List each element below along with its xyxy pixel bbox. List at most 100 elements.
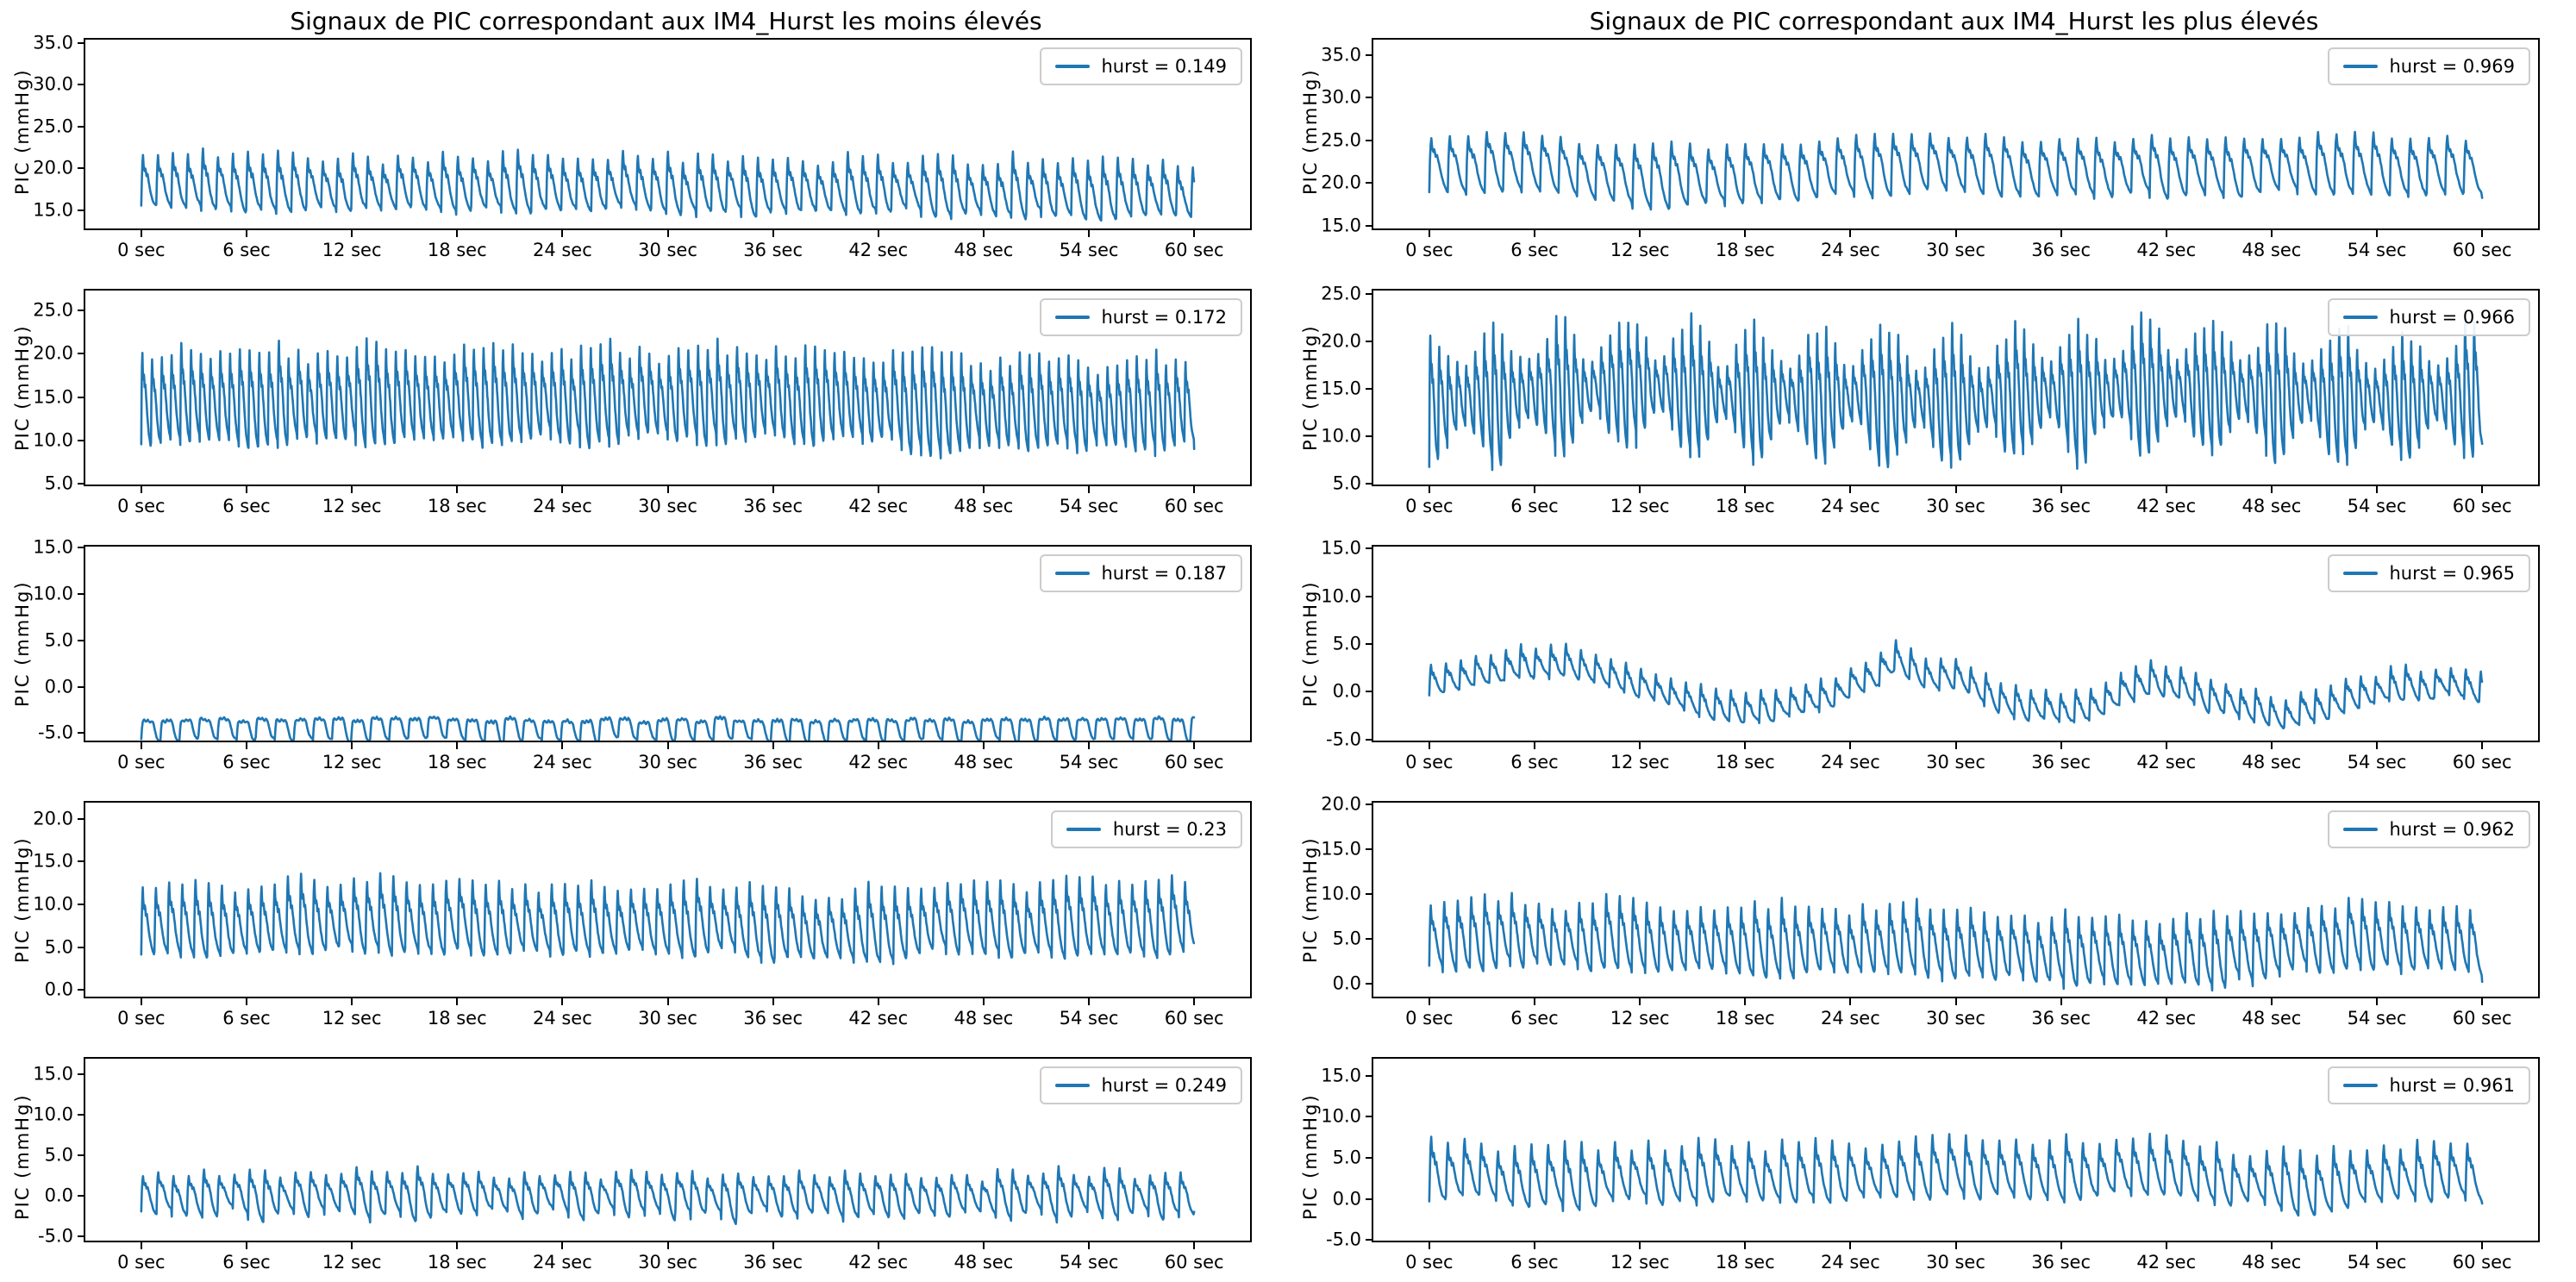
x-tick-label: 42 sec — [2136, 496, 2197, 516]
x-tick-label: 0 sec — [1405, 1008, 1454, 1029]
x-tick-label: 42 sec — [2136, 240, 2197, 260]
x-tick-mark — [772, 741, 774, 749]
y-axis-label: PIC (mmHg) — [1300, 1093, 1321, 1220]
x-tick-mark — [1428, 1241, 1430, 1249]
x-tick-mark — [456, 1241, 459, 1249]
x-tick-label: 60 sec — [2452, 496, 2512, 516]
y-tick-mark — [78, 167, 85, 170]
y-tick-label: 10.0 — [1321, 1105, 1361, 1127]
y-tick-label: 5.0 — [1332, 472, 1361, 494]
y-tick-mark — [78, 592, 85, 595]
x-tick-label: 54 sec — [2347, 240, 2407, 260]
y-tick-mark — [1366, 893, 1373, 896]
x-tick-mark — [2060, 741, 2062, 749]
plot-area: hurst = 0.962 0.0 5.0 10.0 15.0 20.0 0 sec 6 s… — [1321, 795, 2540, 1028]
subplot-left-row4: PIC (mmHg) hurst = 0.23 0.0 5.0 10.0 15.0 20… — [0, 768, 1288, 1028]
legend-line-sample — [2342, 65, 2378, 68]
legend-line-sample — [1054, 65, 1090, 68]
y-tick-mark — [78, 1073, 85, 1075]
x-tick-label: 18 sec — [427, 496, 487, 516]
x-tick-label: 24 sec — [532, 496, 592, 516]
x-tick-mark — [456, 997, 459, 1005]
x-tick-mark — [2060, 1241, 2062, 1249]
x-tick-label: 36 sec — [2031, 496, 2091, 516]
x-tick-mark — [772, 485, 774, 493]
y-tick-label: 15.0 — [33, 386, 73, 408]
y-tick-label: 10.0 — [33, 893, 73, 915]
x-tick-mark — [666, 741, 669, 749]
y-tick-label: 10.0 — [1321, 425, 1361, 447]
x-tick-label: 18 sec — [1715, 1008, 1775, 1029]
x-tick-label: 48 sec — [2241, 1008, 2302, 1029]
y-tick-label: -5.0 — [1326, 729, 1361, 750]
y-tick-mark — [1366, 1157, 1373, 1160]
x-tick-mark — [1088, 997, 1091, 1005]
x-tick-label: 30 sec — [638, 1252, 697, 1273]
x-tick-mark — [1639, 228, 1641, 237]
x-tick-mark — [1088, 1241, 1091, 1249]
y-tick-label: 20.0 — [1321, 172, 1361, 193]
y-tick-mark — [78, 1154, 85, 1157]
y-tick-label: 30.0 — [1321, 86, 1361, 108]
x-tick-label: 36 sec — [743, 240, 803, 260]
y-tick-mark — [1366, 1239, 1373, 1241]
x-tick-mark — [1193, 228, 1196, 237]
x-tick-label: 48 sec — [953, 752, 1014, 772]
y-tick-label: 35.0 — [33, 32, 73, 53]
y-tick-mark — [1366, 938, 1373, 941]
x-tick-mark — [982, 485, 985, 493]
x-tick-mark — [456, 228, 459, 237]
x-tick-mark — [1428, 741, 1430, 749]
y-tick-mark — [78, 1235, 85, 1238]
x-tick-label: 18 sec — [1715, 752, 1775, 772]
x-tick-label: 60 sec — [2452, 1008, 2512, 1029]
legend-line-sample — [1054, 316, 1090, 319]
x-tick-label: 12 sec — [1610, 752, 1670, 772]
x-tick-label: 60 sec — [2452, 240, 2512, 260]
y-tick-mark — [78, 685, 85, 688]
y-tick-mark — [78, 547, 85, 549]
x-tick-label: 18 sec — [1715, 240, 1775, 260]
x-tick-mark — [1744, 1241, 1747, 1249]
y-tick-label: 15.0 — [33, 199, 73, 221]
x-tick-label: 48 sec — [953, 496, 1014, 516]
x-tick-mark — [1849, 485, 1852, 493]
x-tick-label: 0 sec — [1405, 1252, 1454, 1273]
x-tick-label: 36 sec — [2031, 752, 2091, 772]
x-tick-label: 18 sec — [1715, 1252, 1775, 1273]
legend-line-sample — [2342, 1084, 2378, 1087]
y-tick-label: 10.0 — [33, 583, 73, 604]
y-tick-mark — [78, 310, 85, 312]
x-tick-label: 0 sec — [117, 1008, 166, 1029]
x-tick-label: 36 sec — [743, 1008, 803, 1029]
y-tick-label: 15.0 — [1321, 215, 1361, 236]
x-tick-mark — [1744, 485, 1747, 493]
plot-area: hurst = 0.149 15.0 20.0 25.0 30.0 35.0 0 sec 6… — [33, 34, 1252, 260]
x-tick-mark — [1639, 741, 1641, 749]
y-tick-mark — [1366, 547, 1373, 550]
x-tick-mark — [1954, 228, 1957, 237]
x-tick-label: 36 sec — [2031, 1252, 2091, 1273]
x-tick-label: 36 sec — [743, 496, 803, 516]
x-tick-mark — [1193, 485, 1196, 493]
y-tick-label: 10.0 — [1321, 585, 1361, 607]
y-axis-label: PIC (mmHg) — [12, 324, 33, 451]
x-tick-label: 12 sec — [322, 752, 382, 772]
x-tick-label: 18 sec — [1715, 496, 1775, 516]
y-tick-mark — [78, 1114, 85, 1116]
signal-svg — [1373, 291, 2538, 485]
x-tick-mark — [2270, 228, 2273, 237]
signal-line — [1429, 641, 2482, 729]
x-tick-mark — [351, 228, 353, 237]
x-tick-mark — [2481, 1241, 2484, 1249]
x-tick-mark — [2481, 485, 2484, 493]
x-tick-label: 24 sec — [1820, 496, 1880, 516]
x-tick-mark — [2481, 228, 2484, 237]
x-tick-mark — [877, 997, 879, 1005]
subplot-left-row3: PIC (mmHg) hurst = 0.187 -5.0 0.0 5.0 10.0 1… — [0, 512, 1288, 772]
x-tick-mark — [1088, 485, 1091, 493]
legend-label: hurst = 0.23 — [1112, 819, 1227, 840]
legend-label: hurst = 0.969 — [2389, 56, 2516, 77]
signal-svg — [85, 547, 1250, 741]
plot-area: hurst = 0.187 -5.0 0.0 5.0 10.0 15.0 0 sec 6 s… — [33, 538, 1252, 772]
